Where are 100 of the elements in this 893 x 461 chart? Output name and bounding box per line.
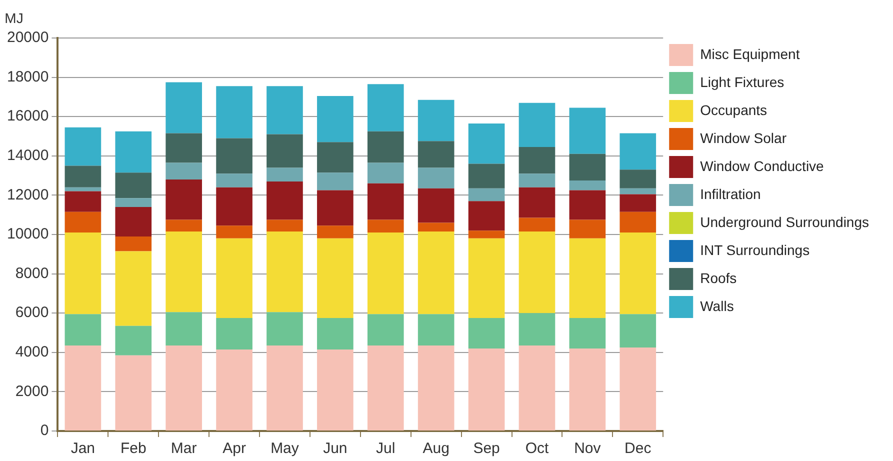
bar xyxy=(367,220,404,233)
legend-label: Walls xyxy=(700,298,734,314)
bar xyxy=(216,187,252,226)
bar xyxy=(569,220,606,238)
bar xyxy=(266,220,303,232)
legend-label: INT Surroundings xyxy=(700,242,810,258)
bar xyxy=(166,220,202,232)
bar xyxy=(518,232,556,314)
bar xyxy=(266,346,303,430)
bar xyxy=(367,232,404,314)
bar xyxy=(418,346,454,430)
bar xyxy=(569,190,606,220)
y-tick-label: 2000 xyxy=(15,382,49,400)
bar xyxy=(418,168,454,188)
bar xyxy=(266,86,303,134)
bar xyxy=(64,232,102,314)
x-tick-label: Aug xyxy=(422,440,450,458)
x-tick-label: Feb xyxy=(120,440,146,458)
bar xyxy=(620,194,656,212)
bar xyxy=(166,312,202,346)
bar xyxy=(569,108,606,154)
bar xyxy=(216,349,252,430)
bar xyxy=(216,138,252,174)
bar xyxy=(518,187,556,218)
bar xyxy=(569,318,606,348)
bar xyxy=(166,346,202,430)
bar xyxy=(317,172,354,190)
bar xyxy=(216,86,252,138)
bar xyxy=(569,238,606,318)
bar xyxy=(418,100,454,142)
bar xyxy=(569,180,606,190)
bar xyxy=(317,96,354,142)
bar xyxy=(620,232,656,314)
y-tick-label: 14000 xyxy=(6,147,49,164)
legend-label: Window Conductive xyxy=(700,158,824,174)
y-tick-label: 4000 xyxy=(15,344,49,361)
bar xyxy=(64,314,102,346)
bar xyxy=(266,134,303,168)
bar xyxy=(166,179,202,220)
bar xyxy=(216,238,252,318)
bar xyxy=(518,147,556,174)
bar xyxy=(468,318,505,348)
bar xyxy=(468,201,505,231)
y-tick-label: 8000 xyxy=(15,264,49,282)
bar xyxy=(367,84,404,132)
legend-label: Roofs xyxy=(700,270,737,286)
legend-label: Light Fixtures xyxy=(700,74,784,90)
x-tick-label: Oct xyxy=(525,440,550,458)
y-tick-label: 0 xyxy=(40,422,49,440)
bar xyxy=(317,226,354,238)
legend-label: Window Solar xyxy=(700,130,787,146)
bar xyxy=(418,141,454,168)
bar xyxy=(115,206,152,236)
bar xyxy=(317,142,354,173)
x-tick-label: Jun xyxy=(323,440,348,458)
x-tick-label: Dec xyxy=(624,440,652,458)
bar xyxy=(266,232,303,312)
x-tick-label: Mar xyxy=(170,440,197,458)
bar xyxy=(468,164,505,188)
bar xyxy=(64,187,102,192)
bar xyxy=(367,162,404,184)
bar xyxy=(266,312,303,346)
x-tick-label: Apr xyxy=(222,440,246,458)
bar xyxy=(468,123,505,164)
x-tick-label: Jul xyxy=(376,440,396,458)
x-tick-label: Nov xyxy=(574,440,602,458)
bar xyxy=(468,348,505,430)
x-tick-label: Sep xyxy=(473,440,500,458)
bar xyxy=(216,226,252,238)
bar xyxy=(115,251,152,326)
bar xyxy=(418,314,454,346)
y-tick-label: 18000 xyxy=(6,68,49,86)
y-axis-title: MJ xyxy=(4,10,24,26)
bar xyxy=(418,222,454,232)
legend-label: Misc Equipment xyxy=(700,46,800,62)
y-tick-label: 16000 xyxy=(6,108,49,125)
bar xyxy=(569,348,606,430)
bar xyxy=(317,190,354,226)
bar xyxy=(367,131,404,163)
x-tick-label: May xyxy=(270,440,300,458)
bar xyxy=(64,191,102,212)
bar xyxy=(115,131,152,173)
bar xyxy=(317,238,354,318)
bar xyxy=(468,188,505,202)
bar xyxy=(317,318,354,350)
bar xyxy=(518,218,556,232)
bar xyxy=(317,349,354,430)
bar xyxy=(468,238,505,318)
bar xyxy=(166,82,202,134)
bar xyxy=(367,314,404,346)
bar xyxy=(115,236,152,252)
bar xyxy=(518,313,556,346)
y-tick-label: 10000 xyxy=(6,226,49,243)
bar xyxy=(620,212,656,233)
legend-label: Underground Surroundings xyxy=(700,214,869,230)
bar xyxy=(620,170,656,188)
bar xyxy=(367,346,404,430)
bar xyxy=(216,174,252,188)
bar xyxy=(518,102,556,148)
bar xyxy=(518,346,556,430)
